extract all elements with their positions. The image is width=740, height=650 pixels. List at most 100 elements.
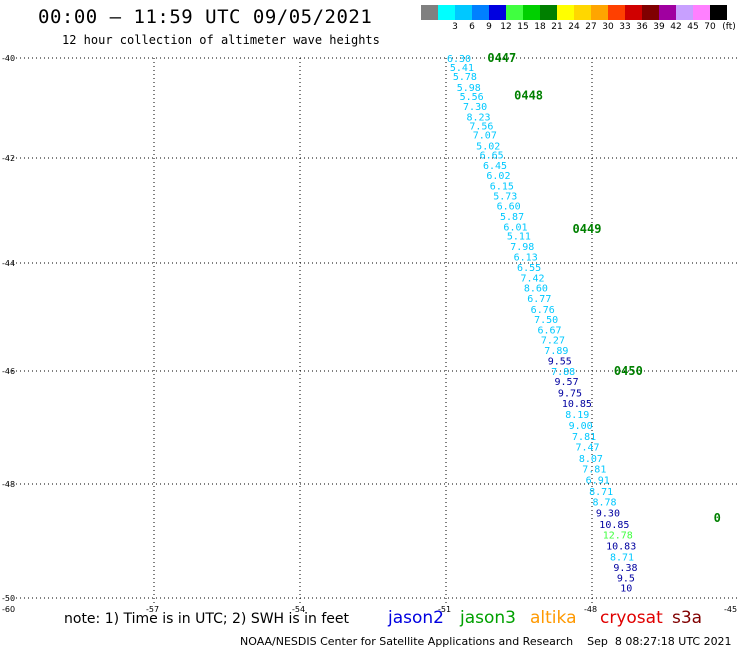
wave-height-label: 6.67 <box>537 325 561 336</box>
wave-height-label: 6.76 <box>531 305 555 316</box>
colorbar-label: 27 <box>585 22 597 32</box>
legend-sat-altika: altika <box>530 608 577 628</box>
footer-credit: NOAA/NESDIS Center for Satellite Applica… <box>240 635 574 648</box>
wave-height-label: 8.60 <box>524 283 548 294</box>
colorbar-swatch <box>693 5 710 20</box>
lon-tick-label: -48 <box>584 605 597 614</box>
colorbar-swatch <box>574 5 591 20</box>
wave-height-label: 7.89 <box>544 346 568 357</box>
wave-height-label: 8.78 <box>592 498 616 509</box>
colorbar-label: 21 <box>551 22 563 32</box>
wave-height-label: 5.11 <box>507 232 531 243</box>
map-axis-labels: -40 -42 -44 -46 -48 -50 -60 -57 -54 -51 -48 -45 <box>2 54 737 614</box>
lat-tick-label: -50 <box>2 594 15 603</box>
colorbar-swatch <box>659 5 676 20</box>
colorbar-label: 45 <box>687 22 699 32</box>
footer-timestamp: Sep 8 08:27:18 UTC 2021 <box>587 635 732 648</box>
wave-height-label: 8.23 <box>466 113 490 124</box>
colorbar-label: 6 <box>469 22 475 32</box>
lat-tick-label: -46 <box>2 367 15 376</box>
wave-height-label: 9.55 <box>548 357 572 368</box>
colorbar-label: 24 <box>568 22 580 32</box>
legend-note: note: 1) Time is in UTC; 2) SWH is in fe… <box>64 611 350 627</box>
wave-height-label: 6.15 <box>490 181 514 192</box>
colorbar-label: 39 <box>653 22 665 32</box>
colorbar-swatch <box>591 5 608 20</box>
colorbar-swatch <box>506 5 523 20</box>
colorbar-label: 30 <box>602 22 614 32</box>
colorbar-swatch <box>642 5 659 20</box>
wave-height-label: 6.91 <box>586 475 610 486</box>
wave-height-label: 6.65 <box>480 151 504 162</box>
wave-height-label: 7.07 <box>473 131 497 142</box>
wave-height-label: 7.88 <box>551 367 575 378</box>
colorbar-label: 3 <box>452 22 458 32</box>
wave-height-label: 5.87 <box>500 212 524 223</box>
colorbar-swatch <box>472 5 489 20</box>
colorbar-label: 42 <box>670 22 682 32</box>
colorbar-label: 18 <box>534 22 546 32</box>
wave-height-label: 6.01 <box>503 222 527 233</box>
wave-height-label: 9.30 <box>596 509 620 520</box>
legend-sat-cryosat: cryosat <box>600 608 663 628</box>
map-subtitle: 12 hour collection of altimeter wave hei… <box>62 33 380 47</box>
colorbar-swatch <box>421 5 438 20</box>
time-label: 0450 <box>614 364 643 378</box>
wave-height-label: 7.47 <box>575 443 599 454</box>
wave-height-label: 8.19 <box>565 410 589 421</box>
wave-height-label: 8.71 <box>589 487 613 498</box>
colorbar-swatch <box>489 5 506 20</box>
wave-height-label: 6.30 <box>447 54 471 65</box>
wave-height-label: 9.5 <box>617 573 635 584</box>
lat-tick-label: -48 <box>2 480 15 489</box>
wave-height-label: 7.42 <box>520 274 544 285</box>
wave-height-label: 6.77 <box>527 294 551 305</box>
time-label: 0448 <box>514 89 543 103</box>
lon-tick-label: -60 <box>2 605 15 614</box>
wave-height-label: 7.50 <box>534 315 558 326</box>
colorbar-label: 12 <box>500 22 512 32</box>
lat-tick-label: -40 <box>2 54 15 63</box>
time-label: 0 <box>714 511 721 525</box>
wave-height-label: 6.02 <box>486 171 510 182</box>
lon-tick-label: -57 <box>146 605 159 614</box>
colorbar-unit: (ft) <box>722 22 736 32</box>
colorbar-label: 15 <box>517 22 529 32</box>
lon-tick-label: -45 <box>724 605 737 614</box>
legend-sat-jason2: jason2 <box>388 608 444 628</box>
wave-height-label: 7.30 <box>463 102 487 113</box>
colorbar-swatch <box>676 5 693 20</box>
wave-height-label: 7.81 <box>582 465 606 476</box>
map-grid <box>8 57 738 604</box>
map-title: 00:00 – 11:59 UTC 09/05/2021 <box>38 6 373 28</box>
footer: NOAA/NESDIS Center for Satellite Applica… <box>240 635 732 648</box>
wave-height-label: 6.55 <box>517 263 541 274</box>
wave-height-label: 9.38 <box>613 563 637 574</box>
colorbar-swatch <box>625 5 642 20</box>
wave-height-label: 7.98 <box>510 242 534 253</box>
wave-height-label: 7.81 <box>572 432 596 443</box>
wave-height-label: 5.98 <box>457 83 481 94</box>
wave-height-label: 5.56 <box>460 92 484 103</box>
colorbar-swatch <box>523 5 540 20</box>
lat-tick-label: -42 <box>2 154 15 163</box>
lon-tick-label: -51 <box>438 605 451 614</box>
wave-height-label: 8.07 <box>579 454 603 465</box>
lon-tick-label: -54 <box>292 605 305 614</box>
time-label: 0447 <box>487 51 516 65</box>
wave-height-label: 7.27 <box>541 336 565 347</box>
wave-height-label: 5.41 <box>450 63 474 74</box>
wave-height-label: 10.83 <box>606 542 636 553</box>
colorbar-swatch <box>710 5 727 20</box>
time-labels: 0447 0448 0449 0450 0 <box>487 51 721 525</box>
legend-sat-jason3: jason3 <box>460 608 516 628</box>
wave-height-label: 6.45 <box>483 161 507 172</box>
colorbar-swatch <box>438 5 455 20</box>
colorbar-label: 36 <box>636 22 648 32</box>
lat-tick-label: -44 <box>2 259 15 268</box>
wave-height-label: 9.57 <box>555 377 579 388</box>
wave-height-label: 5.78 <box>453 72 477 83</box>
colorbar-swatch <box>608 5 625 20</box>
colorbar-swatch <box>540 5 557 20</box>
wave-height-label: 8.71 <box>610 552 634 563</box>
